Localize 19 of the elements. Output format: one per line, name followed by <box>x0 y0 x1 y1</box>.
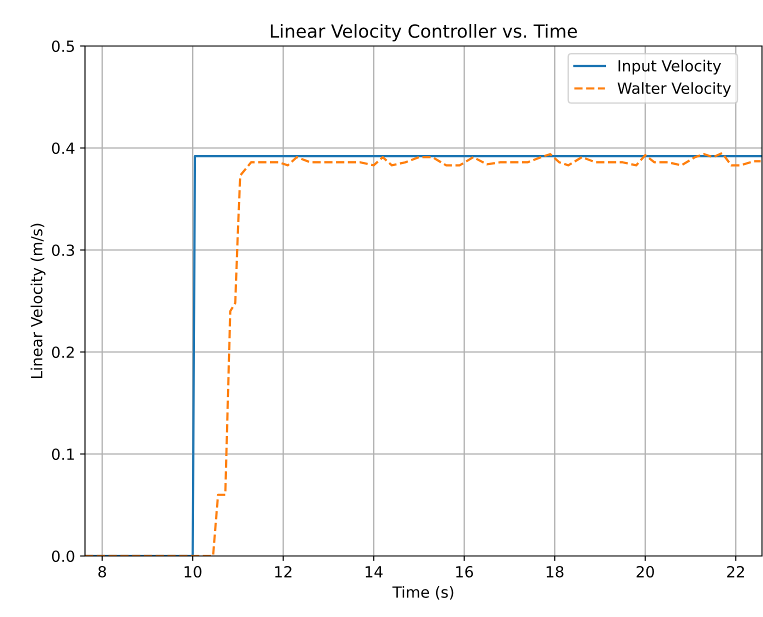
x-tick-label: 18 <box>546 566 564 578</box>
x-tick-label: 8 <box>98 566 106 578</box>
y-tick-label: 0.5 <box>52 40 74 52</box>
y-tick-label: 0.3 <box>52 244 74 256</box>
x-tick-label: 20 <box>636 566 654 578</box>
x-tick-label: 14 <box>366 566 383 578</box>
x-tick-label: 12 <box>275 566 292 578</box>
x-tick-label: 22 <box>727 566 744 578</box>
x-axis-title: Time (s) <box>392 586 454 600</box>
x-tick-label: 16 <box>456 566 473 578</box>
y-tick-label: 0.0 <box>52 550 74 562</box>
legend-label: Walter Velocity <box>618 82 731 97</box>
chart-title: Linear Velocity Controller vs. Time <box>270 24 577 42</box>
y-axis-title: Linear Velocity (m/s) <box>30 224 46 378</box>
y-tick-label: 0.4 <box>52 142 74 154</box>
y-tick-label: 0.1 <box>52 448 74 460</box>
y-tick-label: 0.2 <box>52 346 74 358</box>
legend-label: Input Velocity <box>618 60 722 75</box>
x-tick-label: 10 <box>184 566 202 578</box>
